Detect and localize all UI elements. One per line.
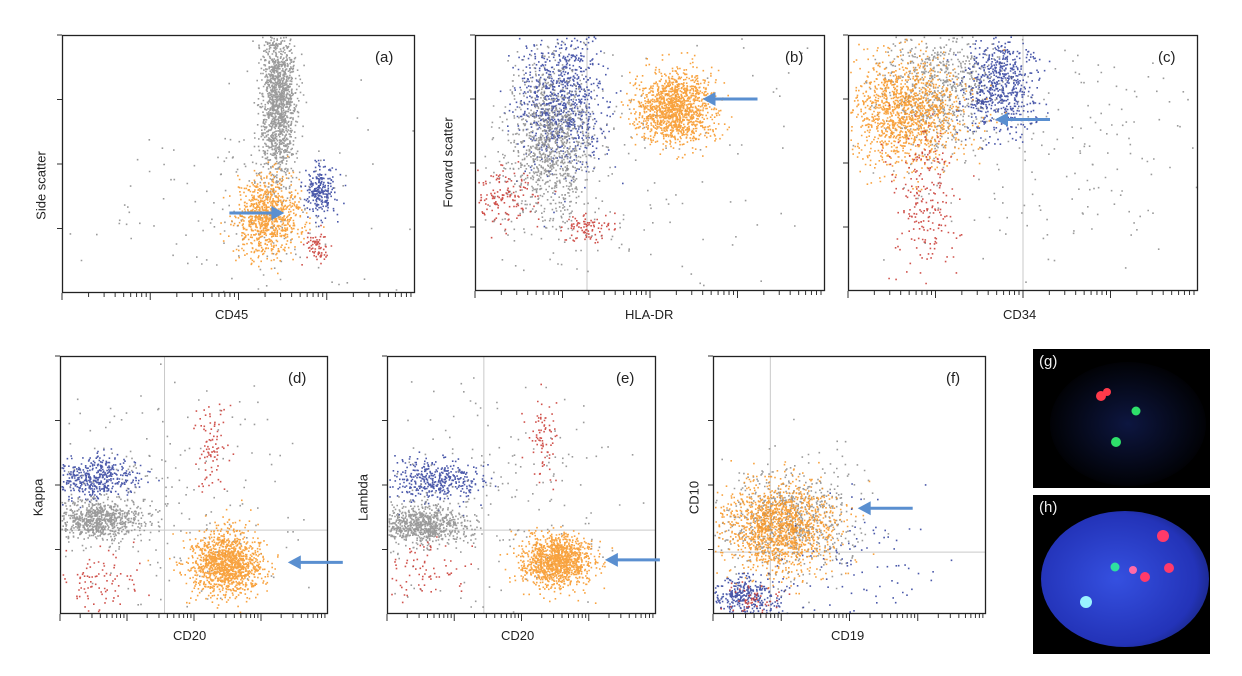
- xlabel-e: CD20: [501, 628, 535, 643]
- fish-green-signal: [1110, 562, 1120, 572]
- scatter-population: [499, 526, 614, 604]
- axis-ticks: [843, 34, 1195, 298]
- axis-ticks: [55, 355, 326, 621]
- fish-image-g: [1050, 362, 1206, 486]
- scatter-points: [388, 377, 645, 613]
- scatter-points: [69, 36, 414, 293]
- scatter-plot-c: (c): [843, 34, 1199, 298]
- panel-letter-h: (h): [1039, 499, 1058, 516]
- scatter-population: [714, 460, 875, 595]
- scatter-population: [619, 52, 733, 160]
- axis-ticks: [708, 355, 984, 621]
- nucleus: [1041, 511, 1209, 647]
- scatter-population: [61, 448, 160, 509]
- panel-letter: (a): [375, 49, 393, 66]
- ylabel-d: Kappa: [30, 478, 46, 517]
- scatter-population: [484, 38, 809, 287]
- scatter-population: [301, 224, 333, 266]
- scatter-population: [389, 451, 497, 517]
- panel-letter: (b): [785, 49, 803, 66]
- pointer-arrow: [287, 555, 343, 570]
- panel-letter: (e): [616, 370, 634, 387]
- xlabel-a: CD45: [215, 307, 249, 322]
- xlabel-c: CD34: [1003, 307, 1037, 322]
- xlabel-d: CD20: [173, 628, 207, 643]
- scatter-population: [714, 418, 890, 609]
- fish-micrograph-g: (g): [1033, 349, 1210, 488]
- fish-green-signal: [1131, 406, 1141, 416]
- scatter-population: [850, 38, 1007, 192]
- scatter-plot-f: (f): [708, 355, 987, 621]
- plot-frame: [712, 355, 987, 615]
- xlabel-f: CD19: [831, 628, 865, 643]
- fish-cyan-signal: [1080, 596, 1092, 608]
- scatter-population: [147, 499, 279, 614]
- plot-frame: [386, 355, 657, 615]
- scatter-points: [61, 363, 310, 614]
- scatter-population: [946, 36, 1051, 150]
- scatter-population: [499, 36, 624, 228]
- scatter-points: [850, 36, 1198, 285]
- ylabel-b: Forward scatter: [440, 117, 456, 208]
- fish-red-signal: [1103, 388, 1111, 396]
- scatter-population: [880, 104, 975, 285]
- scatter-plot-b: (b): [470, 34, 826, 298]
- plot-frame: [474, 34, 826, 292]
- scatter-population: [61, 363, 310, 608]
- panel-letter-g: (g): [1039, 353, 1058, 370]
- axis-ticks: [382, 355, 654, 621]
- fish-green-signal: [1111, 437, 1121, 447]
- fish-red-signal: [1129, 566, 1137, 574]
- fish-image-h: [1041, 511, 1209, 647]
- pointer-arrow: [995, 112, 1050, 127]
- axis-ticks: [57, 34, 412, 300]
- ylabel-a: Side scatter: [33, 151, 49, 220]
- ylabel-e: Lambda: [355, 474, 371, 521]
- axis-ticks: [470, 34, 822, 298]
- panel-letter: (d): [288, 370, 306, 387]
- scatter-population: [852, 36, 1198, 284]
- ylabel-f: CD10: [686, 480, 702, 515]
- fish-red-signal: [1164, 563, 1174, 573]
- pointer-arrow: [702, 92, 758, 106]
- scatter-population: [69, 36, 414, 293]
- scatter-points: [477, 36, 809, 287]
- pointer-arrow: [604, 552, 660, 567]
- fish-micrograph-h: (h): [1033, 495, 1210, 654]
- pointer-arrow: [857, 501, 913, 516]
- plot-frame: [59, 355, 329, 615]
- scatter-population: [300, 159, 347, 228]
- scatter-population: [219, 155, 325, 275]
- scatter-points: [714, 418, 953, 615]
- plot-frame: [61, 34, 416, 294]
- fish-red-signal: [1157, 530, 1169, 542]
- panel-letter: (c): [1158, 49, 1176, 66]
- xlabel-b: HLA-DR: [625, 307, 674, 322]
- fish-red-signal: [1140, 572, 1150, 582]
- scatter-population: [62, 403, 235, 613]
- scatter-population: [477, 161, 616, 244]
- panel-letter: (f): [946, 370, 960, 387]
- scatter-plot-e: (e): [382, 355, 660, 621]
- pointer-arrow: [229, 206, 285, 221]
- scatter-plot-a: (a): [57, 34, 416, 300]
- scatter-plot-d: (d): [55, 355, 343, 621]
- plot-frame: [847, 34, 1199, 292]
